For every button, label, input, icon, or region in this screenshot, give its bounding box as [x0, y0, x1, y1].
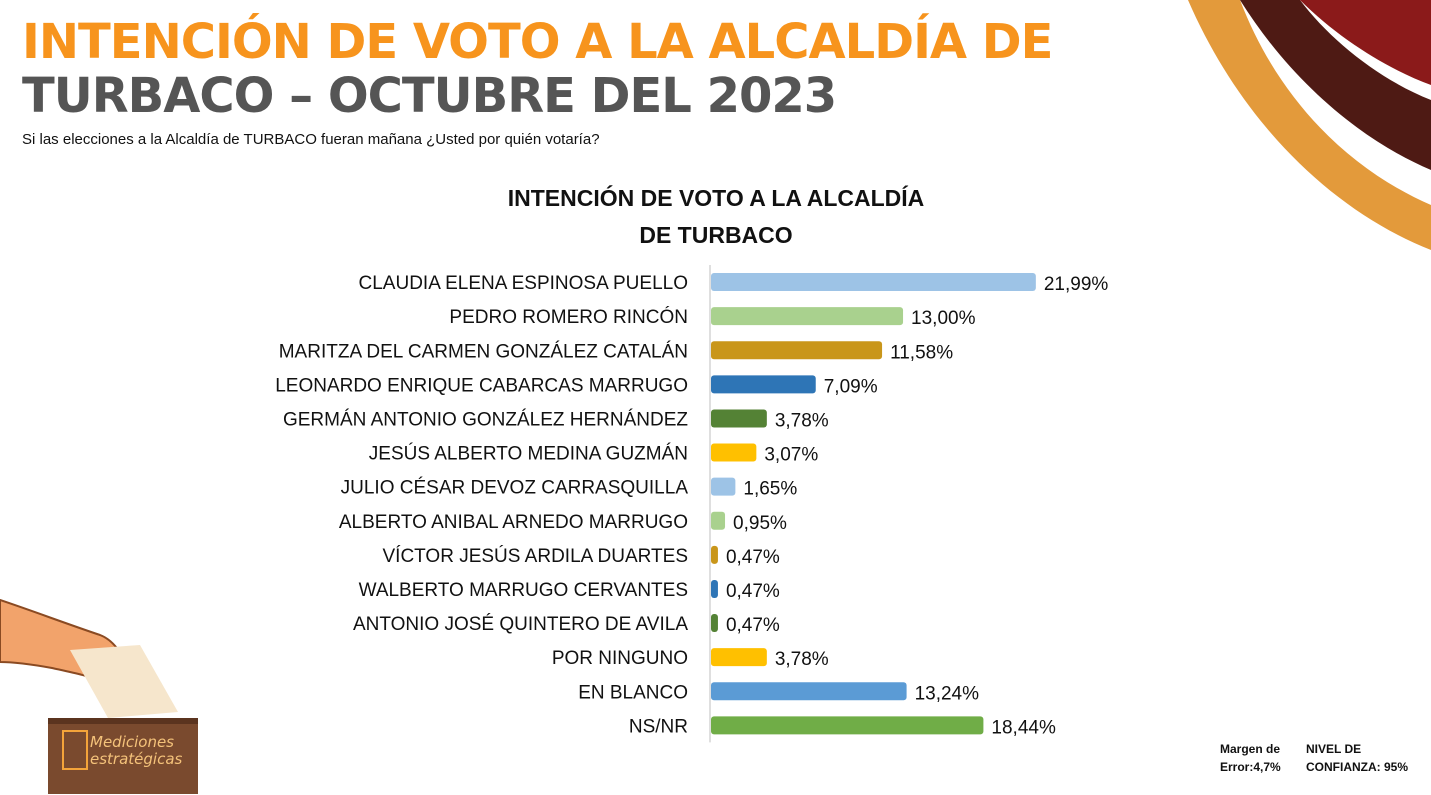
- data-label: 3,78%: [775, 649, 829, 670]
- margin-line2: Error:4,7%: [1220, 760, 1281, 774]
- category-label: CLAUDIA ELENA ESPINOSA PUELLO: [359, 273, 688, 294]
- data-label: 0,47%: [726, 615, 780, 636]
- orange-corner-arc: [1188, 0, 1431, 250]
- data-label: 13,00%: [911, 308, 976, 329]
- bar: [711, 273, 1036, 292]
- logo-text: Mediciones estratégicas: [90, 734, 182, 768]
- bar: [711, 307, 904, 326]
- category-label: LEONARDO ENRIQUE CABARCAS MARRUGO: [275, 375, 688, 396]
- confidence-line2: CONFIANZA: 95%: [1306, 760, 1409, 774]
- data-label: 7,09%: [824, 376, 878, 397]
- bar: [711, 545, 718, 564]
- confidence-line1: NIVEL DE: [1306, 742, 1362, 756]
- data-label: 3,07%: [764, 445, 818, 466]
- margin-of-error: Margen de Error:4,7%: [1220, 740, 1281, 776]
- category-label: WALBERTO MARRUGO CERVANTES: [359, 580, 688, 601]
- category-label: ANTONIO JOSÉ QUINTERO DE AVILA: [353, 614, 688, 635]
- page-subtitle: Si las elecciones a la Alcaldía de TURBA…: [22, 131, 600, 148]
- data-label: 11,58%: [890, 342, 953, 363]
- page-title-line2: TURBACO – OCTUBRE DEL 2023: [22, 68, 837, 124]
- ballot-paper-icon: [70, 645, 178, 718]
- data-label: 0,47%: [726, 581, 780, 602]
- data-label: 1,65%: [743, 479, 797, 500]
- bar: [711, 682, 907, 701]
- checkbox-icon: [62, 730, 88, 770]
- bar: [711, 511, 726, 530]
- category-label: JULIO CÉSAR DEVOZ CARRASQUILLA: [341, 478, 689, 499]
- data-label: 13,24%: [915, 683, 980, 704]
- category-label: GERMÁN ANTONIO GONZÁLEZ HERNÁNDEZ: [283, 409, 688, 430]
- bar: [711, 409, 767, 428]
- data-label: 0,47%: [726, 547, 780, 568]
- brown-corner-arc: [1240, 0, 1431, 170]
- chart-title-line2: DE TURBACO: [639, 222, 793, 248]
- data-label: 3,78%: [775, 410, 829, 431]
- category-label: MARITZA DEL CARMEN GONZÁLEZ CATALÁN: [279, 341, 688, 362]
- page-title-line1: INTENCIÓN DE VOTO A LA ALCALDÍA DE: [22, 14, 1053, 70]
- bar: [711, 716, 984, 735]
- data-label: 18,44%: [991, 717, 1056, 738]
- bar: [711, 477, 736, 496]
- bar: [711, 579, 718, 598]
- category-label: EN BLANCO: [578, 682, 688, 703]
- margin-line1: Margen de: [1220, 742, 1281, 756]
- logo-line1: Mediciones: [90, 733, 175, 751]
- category-label: PEDRO ROMERO RINCÓN: [449, 306, 688, 328]
- red-corner-arc: [1300, 0, 1431, 85]
- chart-title: INTENCIÓN DE VOTO A LA ALCALDÍA DE TURBA…: [466, 180, 966, 254]
- chart-title-line1: INTENCIÓN DE VOTO A LA ALCALDÍA: [507, 185, 925, 211]
- data-label: 0,95%: [733, 513, 787, 534]
- category-label: POR NINGUNO: [552, 648, 688, 669]
- bar: [711, 341, 883, 360]
- category-label: ALBERTO ANIBAL ARNEDO MARRUGO: [339, 512, 688, 533]
- bar: [711, 375, 816, 394]
- bar: [711, 614, 718, 633]
- bar: [711, 443, 757, 462]
- category-label: NS/NR: [629, 716, 688, 737]
- category-label: JESÚS ALBERTO MEDINA GUZMÁN: [369, 443, 688, 465]
- category-label: VÍCTOR JESÚS ARDILA DUARTES: [383, 545, 689, 567]
- bar: [711, 648, 767, 667]
- confidence-level: NIVEL DE CONFIANZA: 95%: [1306, 740, 1408, 776]
- logo-line2: estratégicas: [90, 750, 183, 768]
- data-label: 21,99%: [1044, 274, 1109, 295]
